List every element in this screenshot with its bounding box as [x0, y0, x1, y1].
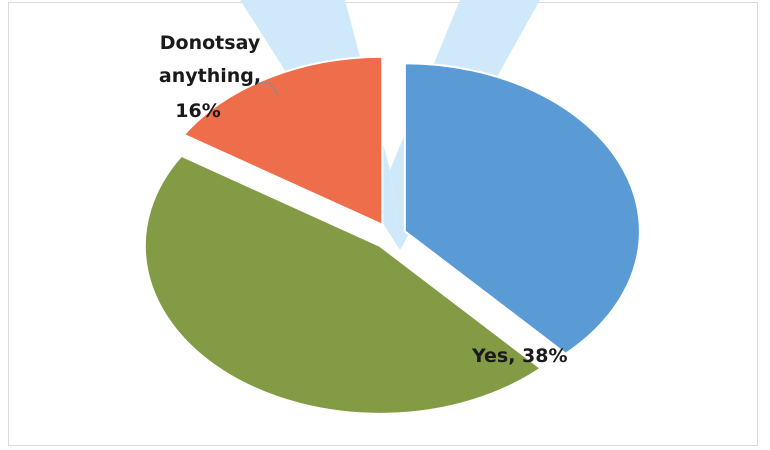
pie-slices [143, 55, 641, 415]
pie-slice-slice-1 [143, 154, 543, 415]
leader-line [258, 82, 279, 96]
data-label-yes: Yes, 38% [471, 345, 568, 367]
pie-labels: Yes, 38% Donotsay anything, 16% [159, 32, 568, 367]
data-label-donotsay-line2: anything, [159, 65, 261, 87]
data-label-donotsay-line3: 16% [175, 100, 220, 122]
pie-slice-donotsay-anything [182, 55, 384, 227]
data-label-donotsay-line1: Donotsay [160, 32, 261, 54]
pie-slice-yes [403, 62, 641, 355]
